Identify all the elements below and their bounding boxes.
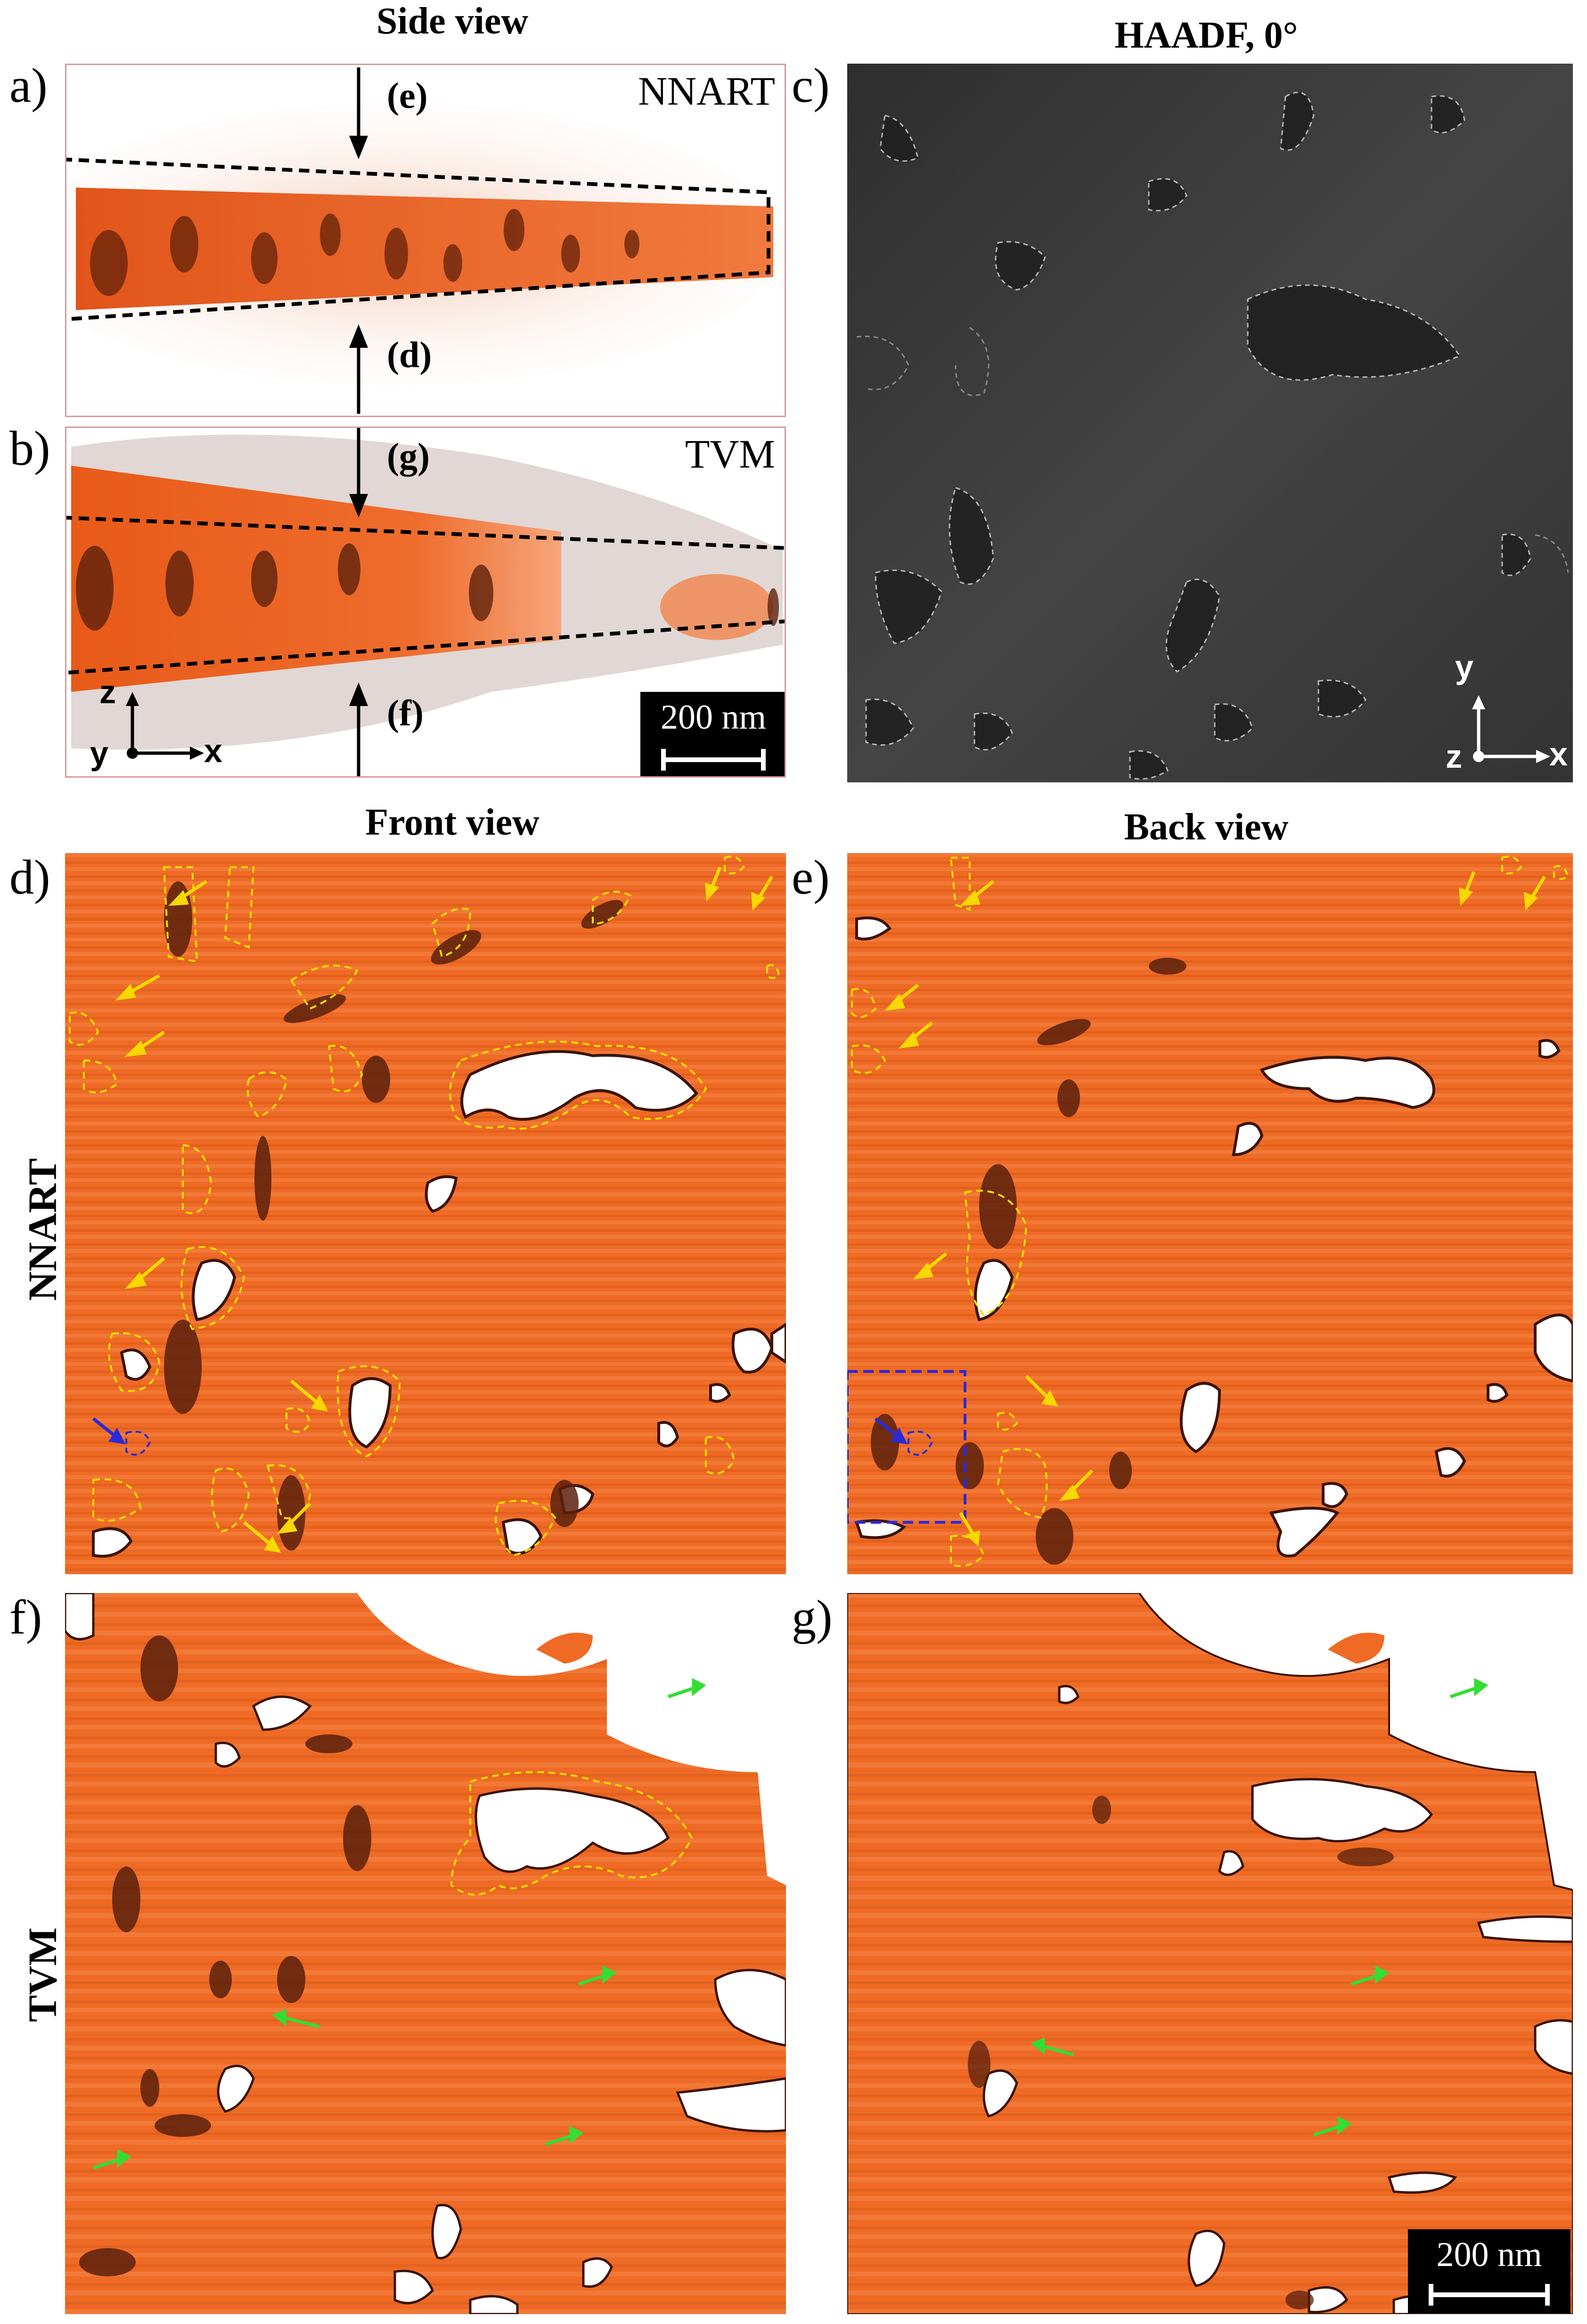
front-view-nnart-render: [65, 853, 786, 1574]
panel-label-f: f): [9, 1590, 42, 1644]
header-front-view: Front view: [365, 802, 540, 843]
axis-label-y: y: [90, 735, 108, 772]
panel-label-b: b): [9, 421, 50, 476]
scale-bar-b-text: 200 nm: [660, 698, 767, 737]
axis-label-x: x: [204, 732, 222, 769]
header-side-view: Side view: [376, 0, 529, 42]
axes-indicator-yzx: [1472, 695, 1550, 763]
back-view-nnart-render: [847, 853, 1573, 1574]
header-haadf: HAADF, 0°: [1114, 15, 1298, 56]
panel-label-a: a): [9, 58, 48, 113]
axis-label-x-c: x: [1549, 736, 1568, 772]
scale-bar-g-text: 200 nm: [1436, 2235, 1542, 2274]
back-view-tvm-render: [847, 1593, 1573, 2314]
panel-d-front-view-nnart: [65, 853, 786, 1574]
arrow-label-f: (f): [387, 692, 424, 733]
panel-label-g: g): [792, 1590, 833, 1644]
panel-b-side-view-tvm: (g) (f) TVM z y x 200 nm: [65, 427, 786, 778]
haadf-render: [847, 64, 1573, 782]
panel-label-c: c): [792, 58, 830, 113]
axis-label-z: z: [99, 673, 116, 710]
arrow-label-g: (g): [387, 435, 430, 476]
row-label-nnart: NNART: [20, 1158, 65, 1301]
arrow-label-d: (d): [387, 334, 432, 375]
method-tag-tvm: TVM: [685, 431, 775, 476]
scale-bar-b: 200 nm: [640, 692, 785, 776]
header-back-view: Back view: [1124, 806, 1289, 848]
panel-a-side-view-nnart: (e) (d) NNART: [65, 64, 786, 417]
front-view-tvm-render: [65, 1593, 786, 2314]
panel-f-front-view-tvm: [65, 1593, 786, 2314]
axis-label-y-c: y: [1455, 649, 1473, 685]
scale-bar-b-line: [661, 749, 766, 771]
scale-bar-g: 200 nm: [1408, 2229, 1571, 2313]
panel-label-d: d): [9, 850, 50, 904]
axis-label-z-c: z: [1446, 738, 1462, 775]
side-view-nnart-render: [66, 65, 785, 416]
axes-indicator-zyx: z y x: [81, 673, 231, 776]
row-label-tvm: TVM: [20, 1927, 65, 2022]
panel-label-e: e): [792, 850, 830, 904]
panel-c-haadf-image: y z x: [847, 64, 1573, 782]
panel-e-back-view-nnart: [847, 853, 1573, 1574]
panel-g-back-view-tvm: 200 nm: [847, 1593, 1573, 2314]
scale-bar-g-line: [1429, 2284, 1550, 2306]
arrow-label-e: (e): [387, 75, 428, 116]
method-tag-nnart: NNART: [638, 68, 775, 114]
